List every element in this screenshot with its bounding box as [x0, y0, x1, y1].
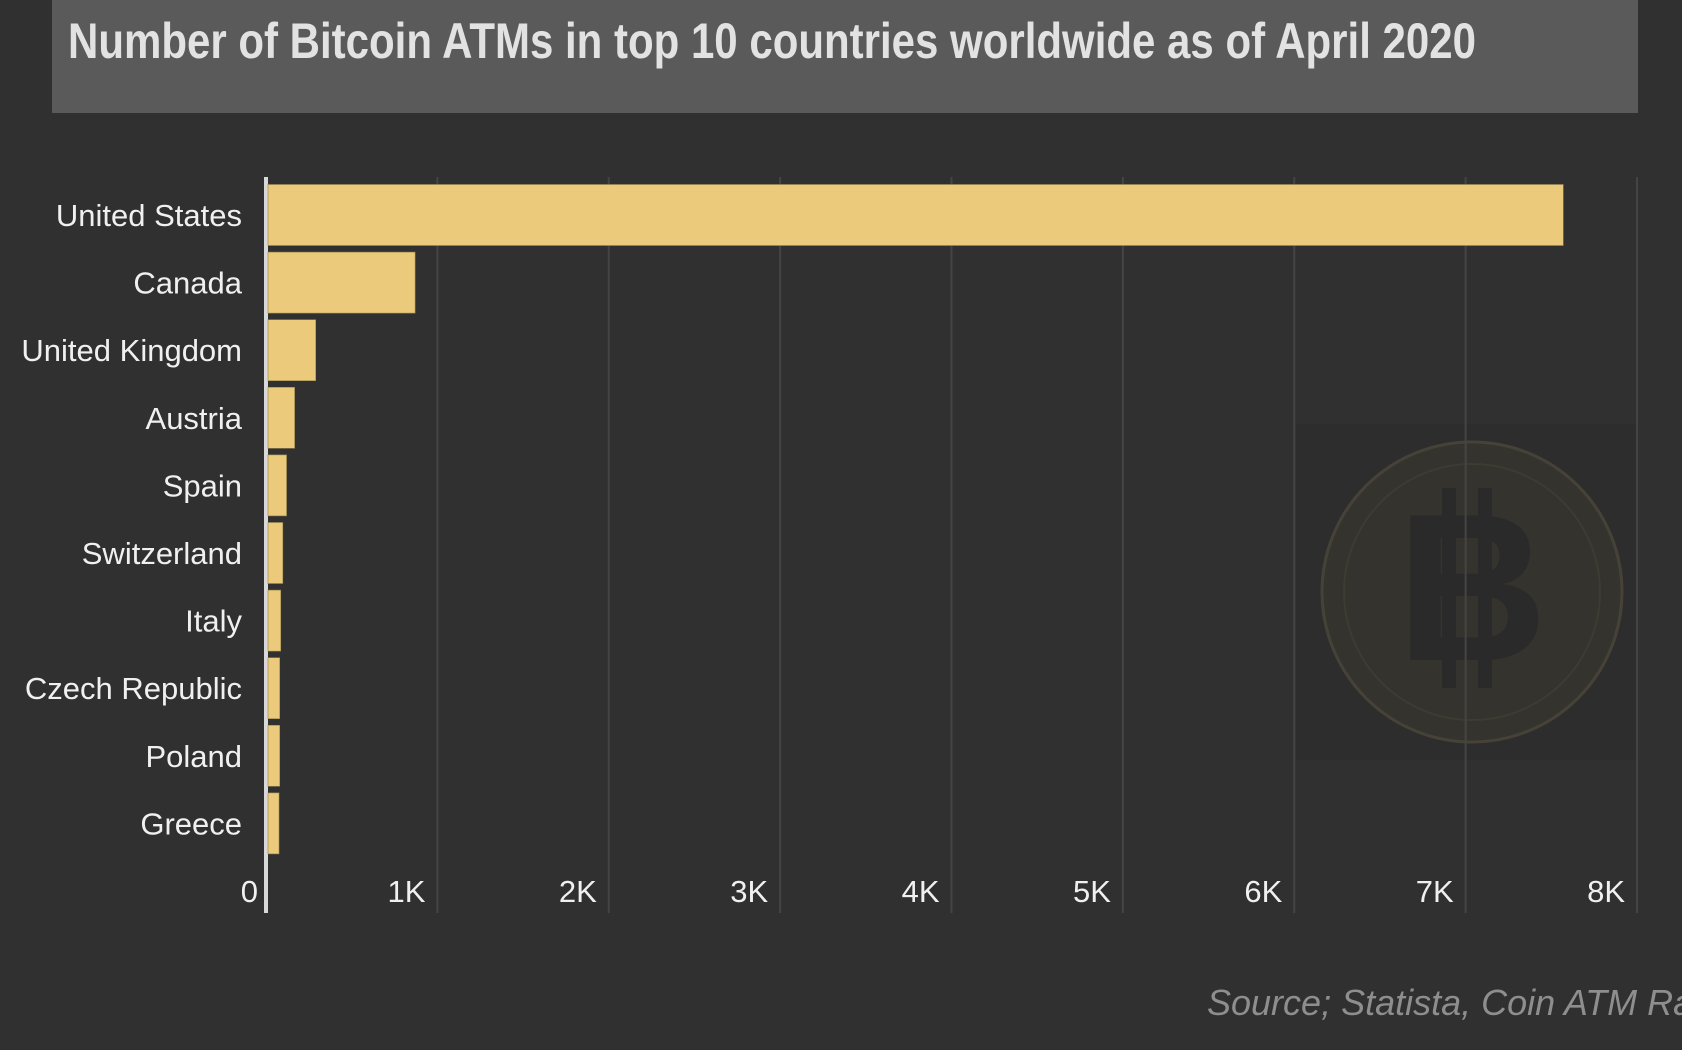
y-category-label: Czech Republic — [25, 671, 242, 706]
x-tick-label: 2K — [559, 874, 597, 909]
bar — [267, 657, 281, 720]
source-note: Source; Statista, Coin ATM Radar — [1207, 982, 1682, 1023]
x-tick-label: 1K — [387, 874, 425, 909]
bar — [267, 184, 1564, 246]
x-tick-label: 7K — [1416, 874, 1454, 909]
x-tick-label: 5K — [1073, 874, 1111, 909]
bar — [267, 454, 287, 517]
bar — [267, 589, 282, 652]
y-category-label: Greece — [140, 806, 242, 841]
y-category-label: Switzerland — [82, 536, 242, 571]
bar — [267, 319, 316, 382]
bar — [267, 724, 281, 787]
y-category-label: Spain — [163, 468, 242, 503]
bar — [267, 522, 284, 584]
y-category-label: Poland — [145, 739, 242, 774]
bar — [267, 386, 295, 449]
chart-title: Number of Bitcoin ATMs in top 10 countri… — [68, 13, 1476, 69]
bar — [267, 792, 280, 855]
y-category-label: Canada — [133, 266, 242, 301]
title-box: Number of Bitcoin ATMs in top 10 countri… — [52, 0, 1638, 113]
y-category-label: Italy — [185, 604, 242, 639]
x-tick-label: 0 — [241, 874, 258, 909]
y-category-label: United Kingdom — [21, 333, 242, 368]
bitcoin-coin-icon: B — [1296, 424, 1636, 760]
bar — [267, 251, 416, 314]
y-category-label: United States — [56, 198, 242, 233]
y-category-label: Austria — [146, 401, 243, 436]
x-tick-label: 3K — [730, 874, 768, 909]
x-tick-label: 4K — [902, 874, 940, 909]
svg-text:B: B — [1396, 470, 1548, 705]
x-tick-label: 8K — [1587, 874, 1625, 909]
x-tick-label: 6K — [1244, 874, 1282, 909]
